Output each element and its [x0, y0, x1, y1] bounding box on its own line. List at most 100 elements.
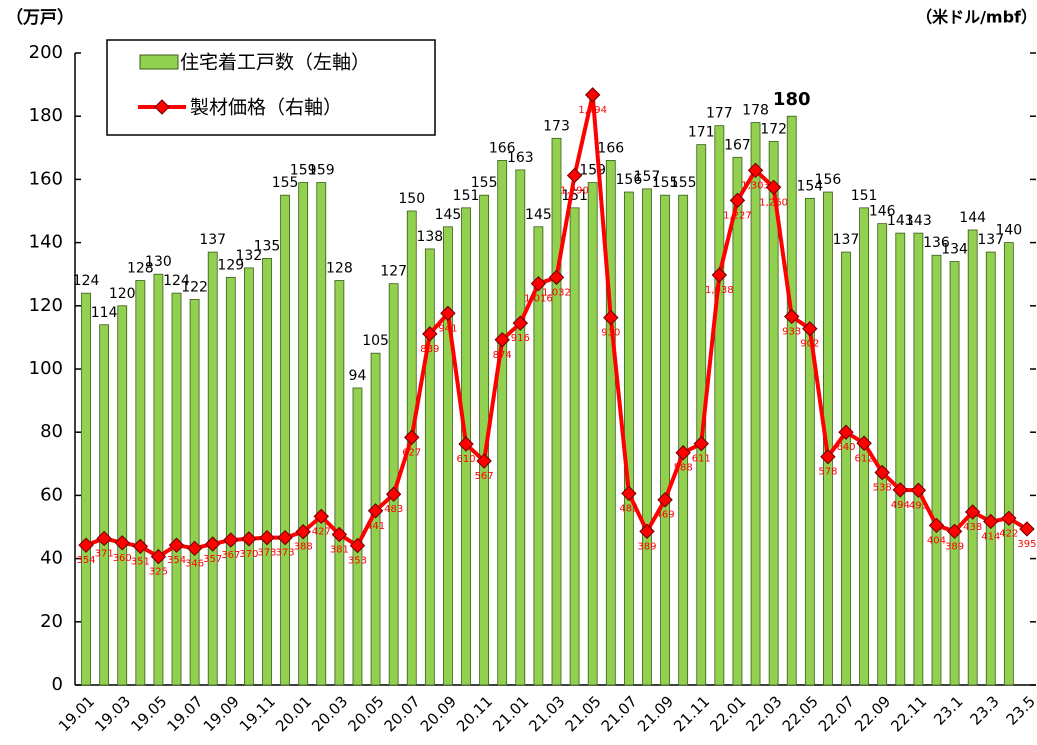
line-marker: [205, 536, 221, 552]
bar-value-label: 167: [724, 137, 751, 153]
line-marker: [114, 535, 130, 551]
line-value-label: 354: [77, 555, 96, 566]
bar: [298, 182, 309, 686]
bar-value-label: 128: [127, 261, 154, 277]
line-value-label: 485: [619, 503, 638, 514]
legend-label: 住宅着工戸数（左軸）: [180, 52, 370, 74]
bar-value-label: 124: [73, 273, 100, 289]
bar: [913, 232, 924, 686]
line-value-label: 354: [167, 555, 186, 566]
line-value-label: 1,303: [741, 180, 770, 191]
bar-value-label: 134: [941, 242, 968, 258]
line-value-label: 902: [800, 339, 819, 350]
legend-swatch: [154, 99, 170, 115]
x-tick-label: 23.1: [930, 692, 966, 728]
x-tick-label: 19.07: [164, 692, 207, 735]
x-tick-label: 21.07: [598, 692, 641, 735]
line-marker: [385, 486, 402, 502]
line-marker: [186, 540, 203, 557]
line-marker: [820, 448, 836, 465]
bar-value-label: 137: [199, 232, 226, 248]
line-value-label: 578: [818, 467, 837, 478]
line-marker: [874, 464, 890, 481]
line-marker: [983, 513, 999, 530]
bar-value-label: 94: [349, 368, 367, 384]
bar-value-label: 120: [109, 286, 136, 302]
bar-value-label: 128: [326, 261, 353, 277]
x-tick-label: 23.3: [966, 692, 1002, 728]
line-value-label: 357: [203, 554, 222, 565]
bar: [732, 156, 743, 686]
bar-value-label: 157: [634, 169, 661, 185]
x-tick-label: 19.05: [127, 692, 170, 735]
bar: [569, 207, 580, 686]
bar: [786, 115, 797, 686]
line-marker: [657, 492, 673, 508]
line-value-label: 612: [855, 453, 874, 464]
bar-value-label: 151: [851, 188, 878, 204]
y-tick-label: 40: [40, 548, 63, 569]
line-marker: [422, 326, 438, 342]
line-value-label: 588: [674, 463, 693, 474]
bar: [153, 273, 164, 686]
bar-value-label: 135: [254, 238, 281, 254]
line-value-label: 1,032: [542, 287, 571, 298]
y-tick-label: 0: [52, 674, 63, 695]
bar: [243, 267, 254, 686]
bar: [497, 160, 508, 686]
bar-value-label: 132: [236, 248, 263, 264]
y-tick-label: 60: [40, 484, 63, 505]
line-marker: [946, 523, 963, 540]
bar: [605, 160, 616, 686]
y-tick-label: 100: [29, 358, 63, 379]
line-marker: [1019, 521, 1035, 537]
bar: [895, 232, 906, 686]
bar: [623, 191, 634, 686]
line-marker: [765, 179, 782, 196]
bar-value-label: 180: [773, 89, 811, 110]
bar: [189, 299, 200, 686]
bar: [949, 261, 960, 686]
bar-value-label: 156: [616, 172, 643, 188]
line-value-label: 325: [149, 567, 168, 578]
bar: [280, 194, 290, 686]
bar-value-label: 166: [597, 140, 624, 156]
line-value-label: 611: [692, 454, 711, 465]
legend-swatch: [139, 54, 179, 70]
bar-value-label: 145: [435, 207, 462, 223]
line-value-label: 373: [257, 548, 276, 559]
line-value-label: 874: [493, 350, 512, 361]
line-marker: [566, 167, 583, 184]
bar-value-label: 137: [977, 232, 1004, 248]
bar-value-label: 143: [905, 213, 932, 229]
line-value-label: 441: [366, 521, 385, 532]
bar-value-label: 171: [688, 125, 715, 141]
y-tick-label: 200: [29, 42, 63, 63]
line-marker: [512, 315, 529, 331]
line-value-label: 381: [330, 545, 349, 556]
line-marker: [440, 305, 456, 322]
x-tick-label: 22.05: [779, 692, 822, 735]
line-value-label: 1,494: [578, 105, 607, 116]
line-marker: [784, 308, 800, 325]
bar-value-label: 114: [91, 305, 118, 321]
line-marker: [603, 309, 619, 326]
line-marker: [910, 482, 927, 498]
y-tick-label: 180: [29, 105, 63, 126]
line-value-label: 1,016: [524, 294, 553, 305]
bar-value-label: 140: [995, 223, 1022, 239]
bar: [207, 251, 218, 686]
line-marker: [259, 529, 275, 546]
line-value-label: 404: [927, 535, 946, 546]
line-value-label: 627: [402, 447, 421, 458]
legend-box: [106, 39, 436, 136]
line-marker: [548, 269, 565, 286]
line-marker: [530, 275, 547, 292]
bar: [424, 248, 435, 686]
bar-value-label: 130: [145, 254, 172, 270]
x-tick-label: 21.03: [525, 692, 568, 735]
line-value-label: 370: [239, 549, 258, 560]
bar-value-label: 177: [706, 106, 733, 122]
line-value-label: 493: [909, 500, 928, 511]
bar: [931, 254, 942, 686]
